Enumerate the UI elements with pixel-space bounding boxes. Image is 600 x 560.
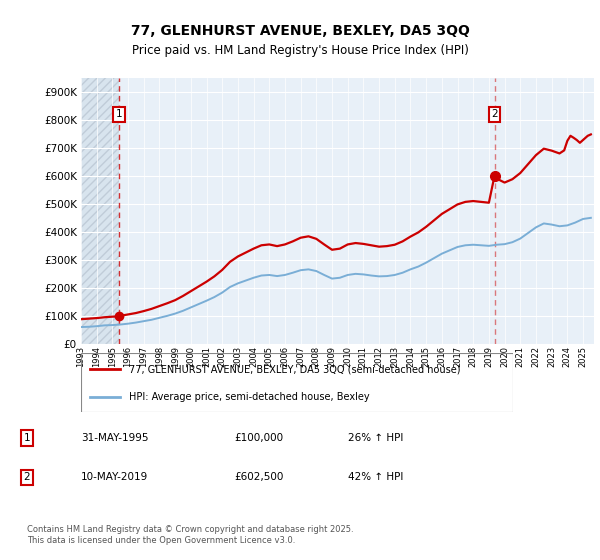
Text: 1: 1 bbox=[116, 109, 122, 119]
Text: 10-MAY-2019: 10-MAY-2019 bbox=[81, 472, 148, 482]
Text: 31-MAY-1995: 31-MAY-1995 bbox=[81, 433, 149, 443]
Text: 77, GLENHURST AVENUE, BEXLEY, DA5 3QQ (semi-detached house): 77, GLENHURST AVENUE, BEXLEY, DA5 3QQ (s… bbox=[128, 364, 460, 374]
Text: 42% ↑ HPI: 42% ↑ HPI bbox=[348, 472, 403, 482]
Text: 1: 1 bbox=[23, 433, 31, 443]
Text: £100,000: £100,000 bbox=[234, 433, 283, 443]
Text: HPI: Average price, semi-detached house, Bexley: HPI: Average price, semi-detached house,… bbox=[128, 392, 369, 402]
Text: 77, GLENHURST AVENUE, BEXLEY, DA5 3QQ: 77, GLENHURST AVENUE, BEXLEY, DA5 3QQ bbox=[131, 24, 469, 38]
Text: 26% ↑ HPI: 26% ↑ HPI bbox=[348, 433, 403, 443]
Text: £602,500: £602,500 bbox=[234, 472, 283, 482]
Text: 2: 2 bbox=[491, 109, 498, 119]
Text: Contains HM Land Registry data © Crown copyright and database right 2025.
This d: Contains HM Land Registry data © Crown c… bbox=[27, 525, 353, 545]
Text: 2: 2 bbox=[23, 472, 31, 482]
Text: Price paid vs. HM Land Registry's House Price Index (HPI): Price paid vs. HM Land Registry's House … bbox=[131, 44, 469, 57]
